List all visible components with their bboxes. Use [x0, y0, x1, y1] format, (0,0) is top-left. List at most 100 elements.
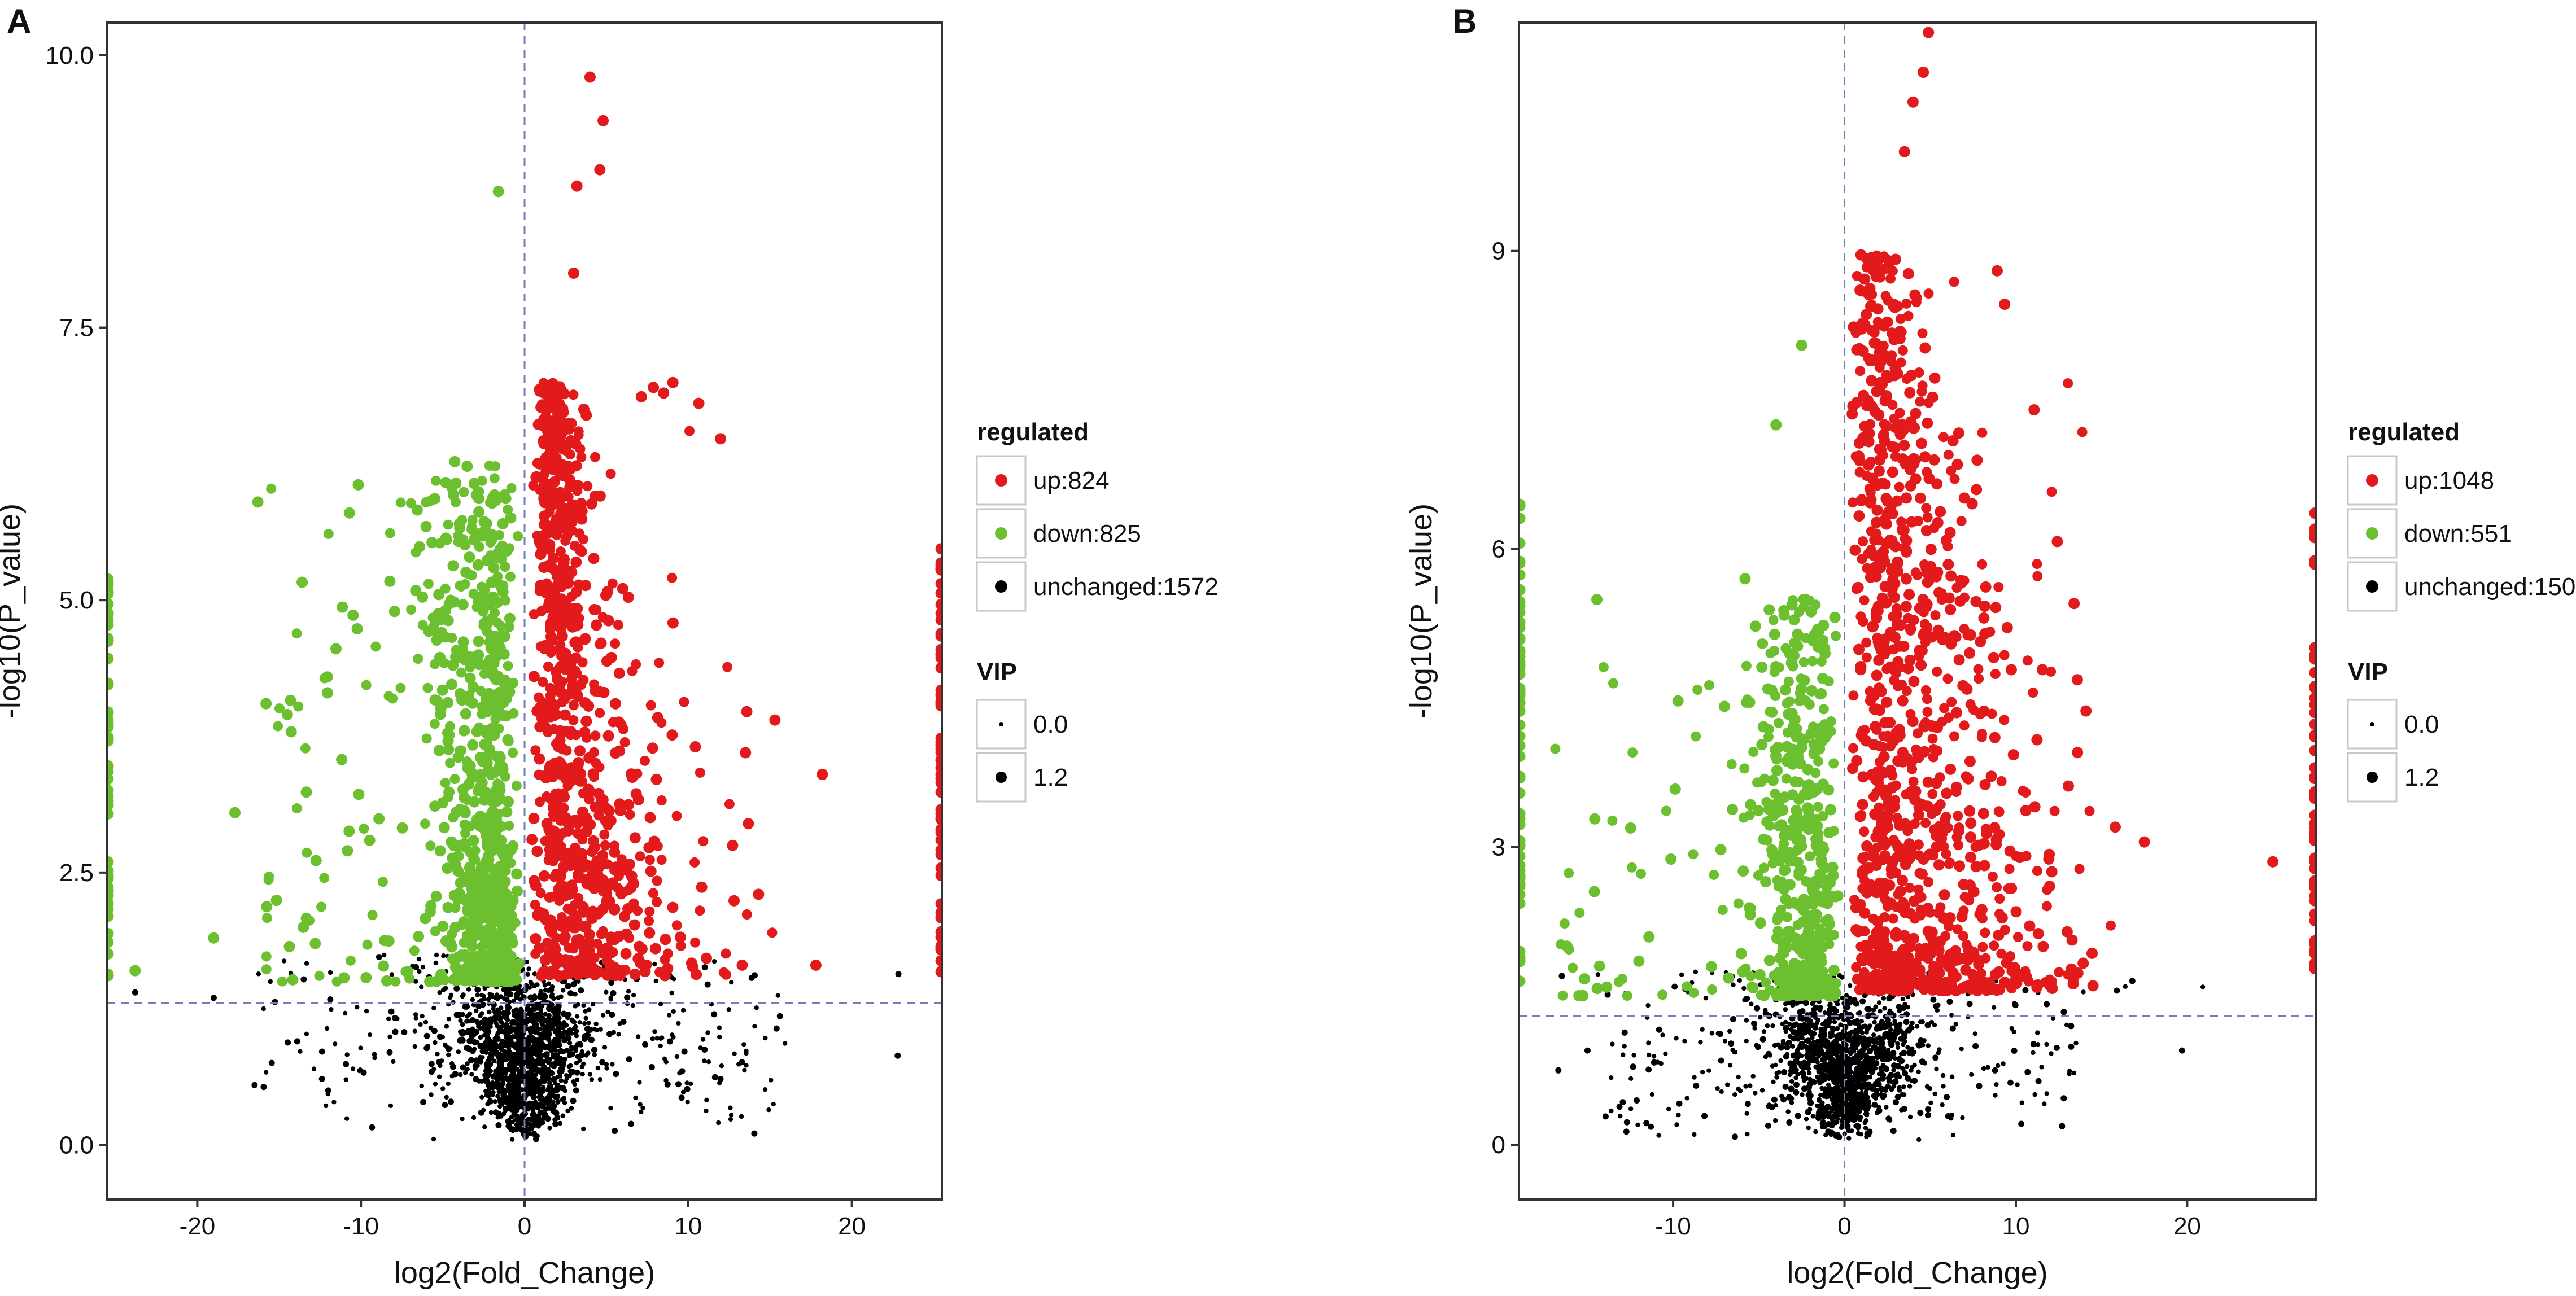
- data-point-up: [550, 789, 562, 800]
- data-point-unchanged: [474, 1008, 479, 1014]
- data-point-unchanged: [1780, 1096, 1787, 1103]
- data-point-up: [538, 476, 550, 488]
- data-point-unchanged: [534, 1114, 541, 1120]
- data-point-down: [489, 725, 500, 736]
- data-point-up: [571, 603, 583, 615]
- data-point-up: [613, 870, 624, 881]
- data-point-unchanged: [541, 1085, 546, 1090]
- data-point-down: [512, 885, 523, 897]
- data-point-down: [462, 905, 473, 916]
- data-point-unchanged: [549, 986, 555, 992]
- data-point-down: [453, 518, 465, 529]
- data-point-unchanged: [481, 996, 487, 1001]
- data-point-unchanged: [1855, 1084, 1861, 1089]
- data-point-unchanged: [466, 1012, 472, 1017]
- data-point-unchanged: [1773, 1118, 1778, 1123]
- data-point-unchanged: [481, 1107, 486, 1113]
- data-point-unchanged: [1785, 1109, 1791, 1114]
- data-point-down: [107, 653, 114, 664]
- data-point-down: [309, 938, 321, 949]
- data-point-unchanged: [1910, 1065, 1915, 1070]
- data-point-up: [529, 875, 540, 887]
- data-point-up: [636, 943, 648, 955]
- data-point-unchanged: [726, 1007, 731, 1012]
- data-point-unchanged: [1865, 1013, 1871, 1019]
- data-point-unchanged: [263, 1070, 269, 1075]
- data-point-up: [935, 898, 942, 910]
- data-point-down: [285, 726, 297, 738]
- data-point-unchanged: [2042, 1101, 2047, 1106]
- data-point-unchanged: [492, 1109, 499, 1116]
- data-point-down: [487, 899, 498, 909]
- data-point-unchanged: [478, 1035, 483, 1040]
- data-point-unchanged: [458, 1018, 463, 1023]
- data-point-unchanged: [1892, 1078, 1899, 1085]
- data-point-unchanged: [1761, 1029, 1767, 1034]
- data-point-down: [425, 900, 437, 912]
- data-point-down: [460, 708, 471, 720]
- data-point-unchanged: [1833, 1067, 1839, 1072]
- data-point-unchanged: [1621, 1029, 1628, 1036]
- data-point-unchanged: [1880, 1057, 1885, 1062]
- data-point-unchanged: [650, 1036, 655, 1041]
- data-point-down: [456, 920, 467, 930]
- data-point-down: [467, 739, 479, 751]
- data-point-unchanged: [387, 1034, 392, 1040]
- data-point-unchanged: [676, 1021, 681, 1026]
- legend-key-up: [995, 474, 1007, 487]
- data-point-unchanged: [413, 1015, 418, 1021]
- data-point-unchanged: [1853, 1123, 1858, 1128]
- data-point-unchanged: [496, 1089, 501, 1094]
- data-point-unchanged: [1789, 1015, 1795, 1021]
- data-point-unchanged: [1795, 1056, 1800, 1061]
- data-point-up: [582, 481, 593, 492]
- data-point-unchanged: [132, 989, 138, 996]
- data-point-unchanged: [496, 1015, 503, 1022]
- data-point-unchanged: [569, 1069, 576, 1075]
- data-point-up: [587, 905, 598, 916]
- data-point-unchanged: [525, 1047, 531, 1053]
- data-point-unchanged: [431, 1027, 438, 1034]
- data-point-unchanged: [1895, 1045, 1901, 1050]
- data-point-unchanged: [1996, 1063, 2001, 1069]
- data-point-unchanged: [533, 1088, 540, 1094]
- data-point-unchanged: [210, 995, 217, 1001]
- data-point-unchanged: [1783, 1028, 1788, 1034]
- data-point-down: [352, 479, 364, 491]
- data-point-unchanged: [562, 1049, 567, 1054]
- data-point-down: [469, 796, 481, 808]
- data-point-unchanged: [666, 1013, 672, 1018]
- data-point-up: [560, 444, 571, 456]
- data-point-down: [429, 620, 439, 631]
- data-point-unchanged: [482, 1024, 487, 1029]
- data-point-down: [263, 874, 274, 885]
- data-point-unchanged: [567, 990, 574, 997]
- data-point-up: [606, 877, 618, 889]
- data-point-unchanged: [557, 1015, 562, 1021]
- data-point-up: [935, 747, 942, 758]
- data-point-unchanged: [1827, 1061, 1833, 1067]
- data-point-unchanged: [482, 1124, 487, 1129]
- data-point-unchanged: [1846, 1136, 1852, 1141]
- x-tick-label: 10: [674, 1212, 702, 1240]
- data-point-unchanged: [468, 1057, 474, 1063]
- data-point-down: [330, 643, 342, 655]
- data-point-up: [935, 849, 942, 860]
- data-point-unchanged: [1932, 1091, 1937, 1097]
- data-point-down: [1718, 700, 1730, 712]
- data-point-down: [497, 850, 508, 861]
- data-point-unchanged: [556, 1008, 561, 1013]
- data-point-unchanged: [466, 987, 471, 992]
- data-point-up: [580, 715, 592, 727]
- data-point-unchanged: [1835, 1085, 1840, 1091]
- data-point-unchanged: [433, 960, 438, 966]
- data-point-unchanged: [894, 1052, 901, 1059]
- data-point-unchanged: [1874, 1025, 1880, 1032]
- data-point-unchanged: [543, 1051, 550, 1058]
- data-point-unchanged: [1783, 1001, 1788, 1006]
- data-point-unchanged: [565, 1108, 570, 1114]
- data-point-unchanged: [1991, 1005, 1997, 1010]
- data-point-unchanged: [1693, 969, 1698, 974]
- data-point-up: [622, 592, 634, 603]
- data-point-up: [540, 528, 551, 539]
